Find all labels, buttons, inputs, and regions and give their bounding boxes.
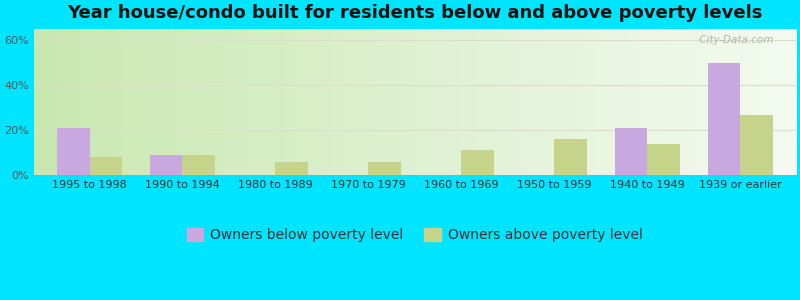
Text: City-Data.com: City-Data.com xyxy=(695,35,773,45)
Title: Year house/condo built for residents below and above poverty levels: Year house/condo built for residents bel… xyxy=(67,4,762,22)
Bar xyxy=(554,139,586,175)
Bar xyxy=(150,155,182,175)
Bar xyxy=(90,157,122,175)
Bar xyxy=(182,155,215,175)
Bar xyxy=(707,63,740,175)
Bar xyxy=(647,144,680,175)
Bar xyxy=(57,128,90,175)
Bar xyxy=(275,162,308,175)
Bar xyxy=(740,115,773,175)
Legend: Owners below poverty level, Owners above poverty level: Owners below poverty level, Owners above… xyxy=(181,223,649,248)
Bar xyxy=(614,128,647,175)
Bar xyxy=(462,150,494,175)
Bar xyxy=(368,162,401,175)
